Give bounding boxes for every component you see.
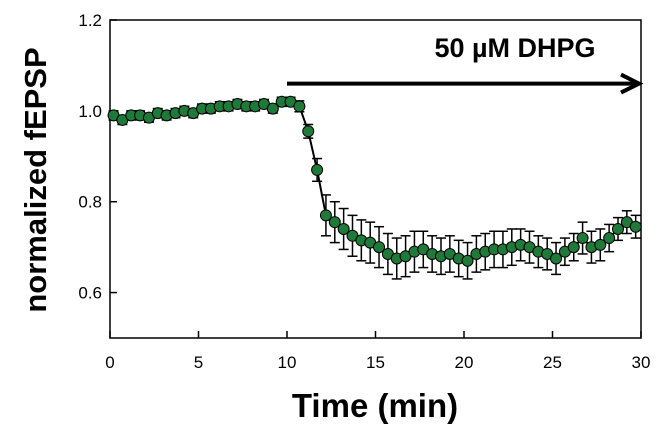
treatment-annotation: 50 µM DHPG <box>287 33 644 95</box>
data-point <box>337 222 350 235</box>
axes-group <box>109 19 642 339</box>
data-point <box>302 125 315 138</box>
data-point <box>594 238 607 251</box>
data-point <box>629 220 642 233</box>
data-point <box>319 209 332 222</box>
data-point <box>373 241 386 254</box>
series-group <box>107 95 642 280</box>
y-axis-title: normalized fEPSP <box>18 47 53 312</box>
y-tick-label: 0.8 <box>78 193 102 212</box>
x-tick-label: 25 <box>543 353 562 372</box>
x-tick-group: 0 5 10 15 20 25 30 <box>105 331 650 372</box>
arrow-head <box>620 72 644 95</box>
data-point <box>293 100 306 113</box>
data-point <box>311 163 324 176</box>
y-tick-label: 1.2 <box>78 11 102 30</box>
data-point <box>576 232 589 245</box>
y-tick-group: 0.6 0.8 1.0 1.2 <box>78 11 117 303</box>
data-point <box>567 241 580 254</box>
data-point <box>266 102 279 115</box>
data-point <box>603 232 616 245</box>
data-point <box>550 252 563 265</box>
y-tick-label: 1.0 <box>78 102 102 121</box>
x-tick-label: 5 <box>194 353 203 372</box>
y-tick-label: 0.6 <box>78 284 102 303</box>
x-tick-label: 0 <box>105 353 114 372</box>
x-tick-label: 15 <box>366 353 385 372</box>
x-tick-label: 20 <box>455 353 474 372</box>
x-tick-label: 10 <box>278 353 297 372</box>
series-line <box>113 100 637 262</box>
x-axis-title: Time (min) <box>292 387 458 424</box>
plot-frame <box>109 19 642 339</box>
data-point <box>461 254 474 267</box>
data-point <box>328 216 341 229</box>
annotation-label: 50 µM DHPG <box>434 33 595 63</box>
data-point <box>611 222 624 235</box>
x-tick-label: 30 <box>632 353 651 372</box>
